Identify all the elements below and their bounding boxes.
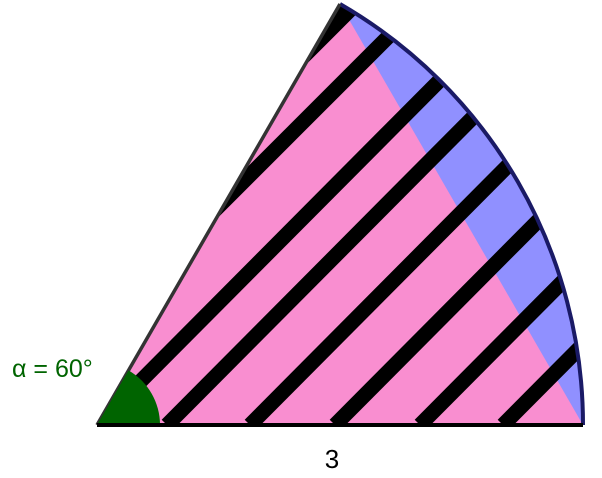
angle-label: α = 60° bbox=[12, 355, 93, 383]
sector-arc bbox=[338, 2, 585, 426]
sector-edge-slant bbox=[95, 3, 342, 426]
radius-label: 3 bbox=[325, 444, 339, 474]
triangle-region bbox=[97, 4, 583, 425]
angle-marker bbox=[97, 370, 161, 425]
